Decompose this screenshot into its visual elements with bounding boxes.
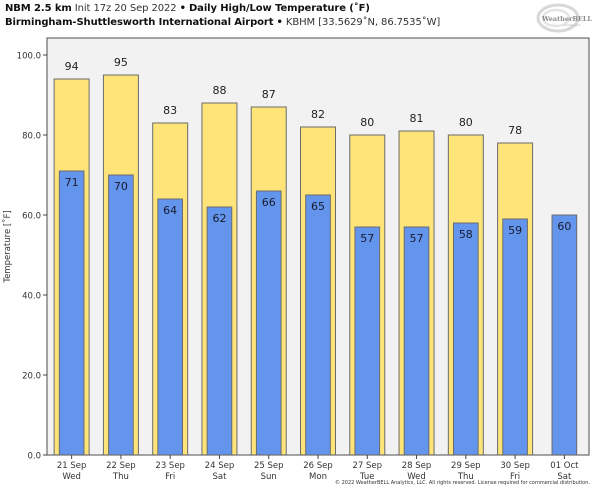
low-value-label: 70 (114, 180, 128, 193)
high-value-label: 82 (311, 108, 325, 121)
y-axis: 0.0 20.0 40.0 60.0 80.0 100.0 (17, 52, 47, 462)
x-tick-date: 24 Sep (205, 461, 235, 471)
x-tick-date: 23 Sep (155, 461, 185, 471)
low-bars (58, 170, 578, 456)
x-tick-day: Thu (112, 472, 129, 482)
low-bar (305, 194, 331, 456)
x-tick-date: 21 Sep (57, 461, 87, 471)
x-tick-day: Sat (212, 472, 227, 482)
high-value-label: 78 (508, 124, 522, 137)
x-tick-day: Wed (407, 472, 426, 482)
high-value-label: 88 (212, 84, 226, 97)
x-tick-date: 25 Sep (254, 461, 284, 471)
low-value-label: 60 (557, 220, 571, 233)
x-tick-day: Fri (510, 472, 520, 482)
logo-swirl-inner (541, 8, 571, 28)
chart-title-line-1: NBM 2.5 km Init 17z 20 Sep 2022 • Daily … (5, 3, 370, 14)
low-bar (551, 214, 578, 456)
low-value-label: 71 (65, 176, 79, 189)
low-bar (58, 170, 85, 456)
low-value-label: 59 (508, 224, 522, 237)
copyright-notice: © 2022 WeatherBELL Analytics, LLC. All r… (335, 480, 590, 486)
separator: • (179, 3, 186, 14)
x-tick-date: 29 Sep (451, 461, 481, 471)
low-value-label: 62 (212, 212, 226, 225)
x-tick-day: Sun (261, 472, 277, 482)
x-tick-date: 28 Sep (402, 461, 432, 471)
model-name: NBM 2.5 km (5, 3, 72, 14)
x-tick-day: Thu (457, 472, 474, 482)
x-tick-day: Wed (62, 472, 81, 482)
low-bar (403, 226, 430, 456)
init-time: Init 17z 20 Sep 2022 (74, 3, 177, 14)
x-tick-date: 27 Sep (352, 461, 382, 471)
weatherbell-logo: WeatherBELL Analytics LLC (536, 3, 592, 33)
y-tick-label: 60.0 (22, 212, 41, 222)
y-axis-label: Temperature [˚F] (2, 210, 13, 283)
x-tick-day: Tue (359, 472, 375, 482)
y-tick-label: 100.0 (17, 52, 41, 62)
low-value-label: 64 (163, 204, 177, 217)
low-bar (354, 226, 381, 456)
low-bar (502, 218, 528, 456)
station-info: KBHM [33.5629˚N, 86.7535˚W] (285, 17, 441, 28)
bar-value-labels: 94 71 95 70 83 64 88 62 87 66 82 65 80 57 81 57 80 58 78 59… (65, 56, 572, 245)
x-tick-day: Mon (309, 472, 327, 482)
logo-text: WeatherBELL (541, 15, 592, 23)
x-tick-day: Sat (557, 472, 572, 482)
high-value-label: 87 (262, 88, 276, 101)
x-tick-date: 26 Sep (303, 461, 333, 471)
high-value-label: 83 (163, 104, 177, 117)
low-value-label: 57 (360, 232, 374, 245)
low-value-label: 57 (410, 232, 424, 245)
x-tick-date: 30 Sep (500, 461, 530, 471)
low-bar (157, 198, 183, 456)
high-value-label: 94 (65, 60, 79, 73)
y-tick-label: 20.0 (22, 372, 41, 382)
location-name: Birmingham-Shuttlesworth International A… (5, 17, 274, 28)
high-value-label: 80 (360, 116, 374, 129)
x-tick-day: Fri (165, 472, 175, 482)
separator: • (276, 17, 283, 28)
y-tick-label: 0.0 (27, 452, 41, 462)
high-value-label: 95 (114, 56, 128, 69)
logo-swirl-outer (536, 3, 580, 33)
low-value-label: 66 (262, 196, 276, 209)
chart-title-line-2: Birmingham-Shuttlesworth International A… (5, 17, 440, 28)
low-bar (255, 190, 282, 456)
x-tick-date: 22 Sep (106, 461, 136, 471)
product-name: Daily High/Low Temperature (˚F) (188, 3, 370, 14)
low-bar (108, 174, 134, 456)
low-bar (453, 222, 479, 456)
logo-subtext: Analytics LLC (564, 23, 581, 27)
high-value-label: 80 (459, 116, 473, 129)
low-value-label: 65 (311, 200, 325, 213)
low-bar (206, 206, 233, 456)
x-tick-date: 01 Oct (550, 461, 579, 471)
y-tick-label: 40.0 (22, 292, 41, 302)
high-value-label: 81 (410, 112, 424, 125)
low-value-label: 58 (459, 228, 473, 241)
y-tick-label: 80.0 (22, 132, 41, 142)
